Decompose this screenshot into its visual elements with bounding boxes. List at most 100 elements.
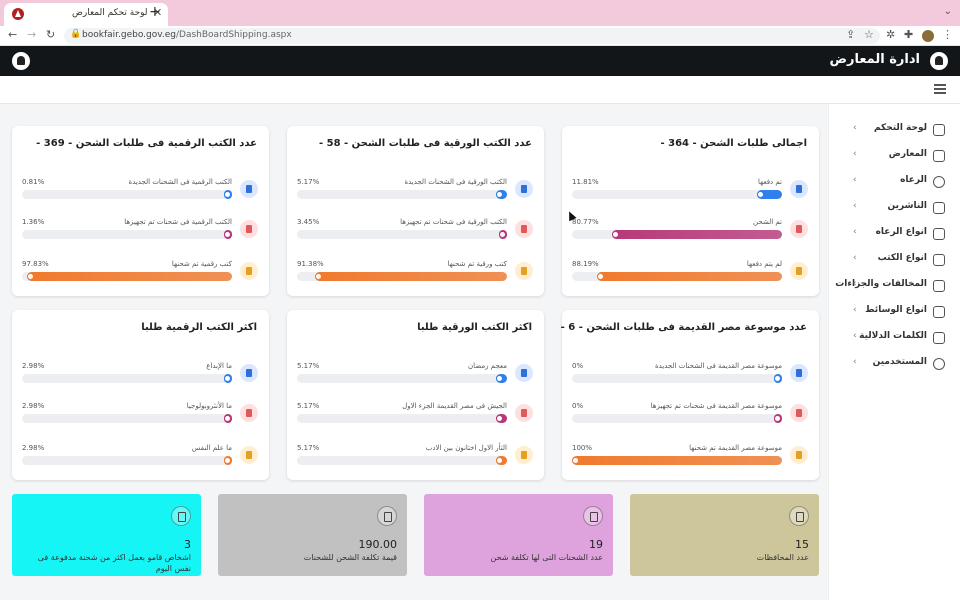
stat-percent: 3.45% [297, 218, 320, 226]
sidebar-item-publishers[interactable]: الناشرين ‹ [829, 198, 960, 218]
stat-label: الكتب الورقية فى شحنات تم تجهيزها [400, 218, 507, 226]
sidebar-item-media-types[interactable]: انواع الوسائط ‹ [829, 302, 960, 322]
sidebar-item-label: المخالفات والجزاءات [835, 279, 927, 289]
progress-knob [223, 415, 231, 422]
edit-icon [377, 506, 397, 526]
profile-avatar[interactable] [922, 30, 934, 42]
stat-percent: 0% [572, 362, 584, 370]
progress-track [22, 374, 232, 383]
progress-track [572, 272, 782, 281]
site-favicon-icon [12, 8, 24, 20]
logo-icon [930, 52, 948, 70]
card-top-paper-books: اكثر الكتب الورقية طلبا معجم رمضان 5.17% ال… [287, 310, 544, 480]
stat-label: الكتب الرقمية فى الشحنات الجديدة [128, 178, 232, 186]
progress-track [297, 414, 507, 423]
progress-track [572, 414, 782, 423]
progress-fill [757, 190, 782, 199]
progress-fill [26, 272, 232, 281]
tile-value: 19 [589, 538, 603, 551]
progress-fill [572, 456, 782, 465]
progress-knob [223, 375, 231, 382]
forward-icon[interactable]: → [27, 28, 37, 41]
sidebar-item-book-types[interactable]: انواع الكتب ‹ [829, 250, 960, 270]
stat-percent: 2.98% [22, 402, 45, 410]
sidebar-item-sponsors[interactable]: الرعاه ‹ [829, 172, 960, 192]
url-field[interactable]: 🔒 bookfair.gebo.gov.eg/DashBoardShipping… [64, 28, 880, 44]
stat-percent: 97.83% [22, 260, 49, 268]
stat-percent: 5.17% [297, 402, 320, 410]
stat-row: كتب رقمية تم شحنها 97.83% [22, 260, 258, 286]
share-icon[interactable]: ⇪ [846, 28, 856, 41]
home-icon [933, 150, 945, 162]
sidebar-item-users[interactable]: المستخدمين ‹ [829, 354, 960, 374]
sidebar-item-violations[interactable]: المخالفات والجزاءات ‹ [829, 276, 960, 296]
menu-toggle-icon[interactable] [934, 84, 946, 94]
sidebar-item-label: الرعاه [900, 175, 927, 185]
tile-value: 3 [184, 538, 191, 551]
tab-title: لوحة تحكم المعارض [72, 8, 148, 18]
stat-label: موسوعة مصر القديمة فى شحنات تم تجهيزها [650, 402, 782, 410]
box-icon [933, 228, 945, 240]
sidebar: لوحة التحكم ‹ المعارض ‹ الرعاه ‹ الناشرين ‹ … [828, 104, 960, 600]
book-icon [790, 404, 808, 422]
menu-dots-icon[interactable]: ⋮ [942, 28, 953, 41]
users-icon [933, 358, 945, 370]
stat-row: موسوعة مصر القديمة فى شحنات تم تجهيزها 0% [572, 402, 808, 428]
bookmark-icon [515, 364, 533, 382]
sidebar-item-dashboard[interactable]: لوحة التحكم ‹ [829, 120, 960, 140]
book-icon [790, 220, 808, 238]
progress-knob [757, 191, 765, 198]
stat-label: الكتب الورقية فى الشحنات الجديدة [404, 178, 507, 186]
tile-governorates: 15 عدد المحافظات [630, 494, 819, 576]
card-title: عدد الكتب الرقمية فى طلبات الشحن - 369 - [36, 138, 257, 149]
book-icon [515, 220, 533, 238]
stat-percent: 0% [572, 402, 584, 410]
progress-fill [498, 230, 507, 239]
stat-row: لم يتم دفعها 88.19% [572, 260, 808, 286]
tab-list-chevron-icon[interactable]: ⌄ [943, 6, 952, 17]
bookmark-star-icon[interactable]: ☆ [864, 28, 874, 41]
tile-label: عدد المحافظات [756, 553, 809, 562]
layers-icon [789, 506, 809, 526]
card-egypt-encyclopedia: عدد موسوعة مصر القديمة فى طلبات الشحن - … [561, 310, 819, 480]
new-tab-icon[interactable]: + [149, 4, 161, 20]
sidebar-item-keywords[interactable]: الكلمات الدلالية ‹ [829, 328, 960, 348]
document-icon [171, 506, 191, 526]
extension-icon[interactable]: ✲ [886, 28, 896, 41]
extensions-puzzle-icon[interactable]: ✚ [904, 28, 914, 41]
stat-label: تم دفعها [757, 178, 782, 186]
back-icon[interactable]: ← [8, 28, 18, 41]
stat-label: كتب رقمية تم شحنها [171, 260, 232, 268]
stat-row: الكتب الرقمية فى الشحنات الجديدة 0.81% [22, 178, 258, 204]
reload-icon[interactable]: ↻ [46, 28, 56, 41]
stat-percent: 100% [572, 444, 593, 452]
progress-track [297, 374, 507, 383]
progress-track [22, 456, 232, 465]
sidebar-item-exhibitions[interactable]: المعارض ‹ [829, 146, 960, 166]
chevron-left-icon: ‹ [853, 331, 857, 341]
browser-tab[interactable]: لوحة تحكم المعارض ✕ [4, 3, 168, 26]
app-title: ادارة المعارض [829, 52, 920, 67]
sidebar-item-sponsor-types[interactable]: انواع الرعاه ‹ [829, 224, 960, 244]
chevron-left-icon: ‹ [853, 149, 857, 159]
tab-close-icon[interactable]: ✕ [153, 6, 163, 19]
stat-row: الكتب الورقية فى شحنات تم تجهيزها 3.45% [297, 218, 533, 244]
stat-label: ما علم النفس [191, 444, 232, 452]
progress-fill [223, 374, 232, 383]
progress-fill [596, 272, 782, 281]
sidebar-item-label: انواع الرعاه [875, 227, 927, 237]
logo-icon [12, 52, 30, 70]
stat-row: ما الأنثروبولوجيا 2.98% [22, 402, 258, 428]
chart-icon [933, 124, 945, 136]
card-paper-books: عدد الكتب الورقية فى طلبات الشحن - 58 - ا… [287, 126, 544, 296]
progress-knob [496, 375, 504, 382]
bookmark-icon [515, 180, 533, 198]
bolt-icon [933, 254, 945, 266]
progress-knob [223, 231, 231, 238]
stat-row: تم الشحن 80.77% [572, 218, 808, 244]
progress-fill [223, 190, 232, 199]
card-top-digital-books: اكثر الكتب الرقمية طلبا ما الإبداع 2.98% ما… [12, 310, 269, 480]
progress-track [572, 190, 782, 199]
bookmark-icon [790, 262, 808, 280]
browser-tab-bar: لوحة تحكم المعارض ✕ + ⌄ [0, 0, 960, 26]
